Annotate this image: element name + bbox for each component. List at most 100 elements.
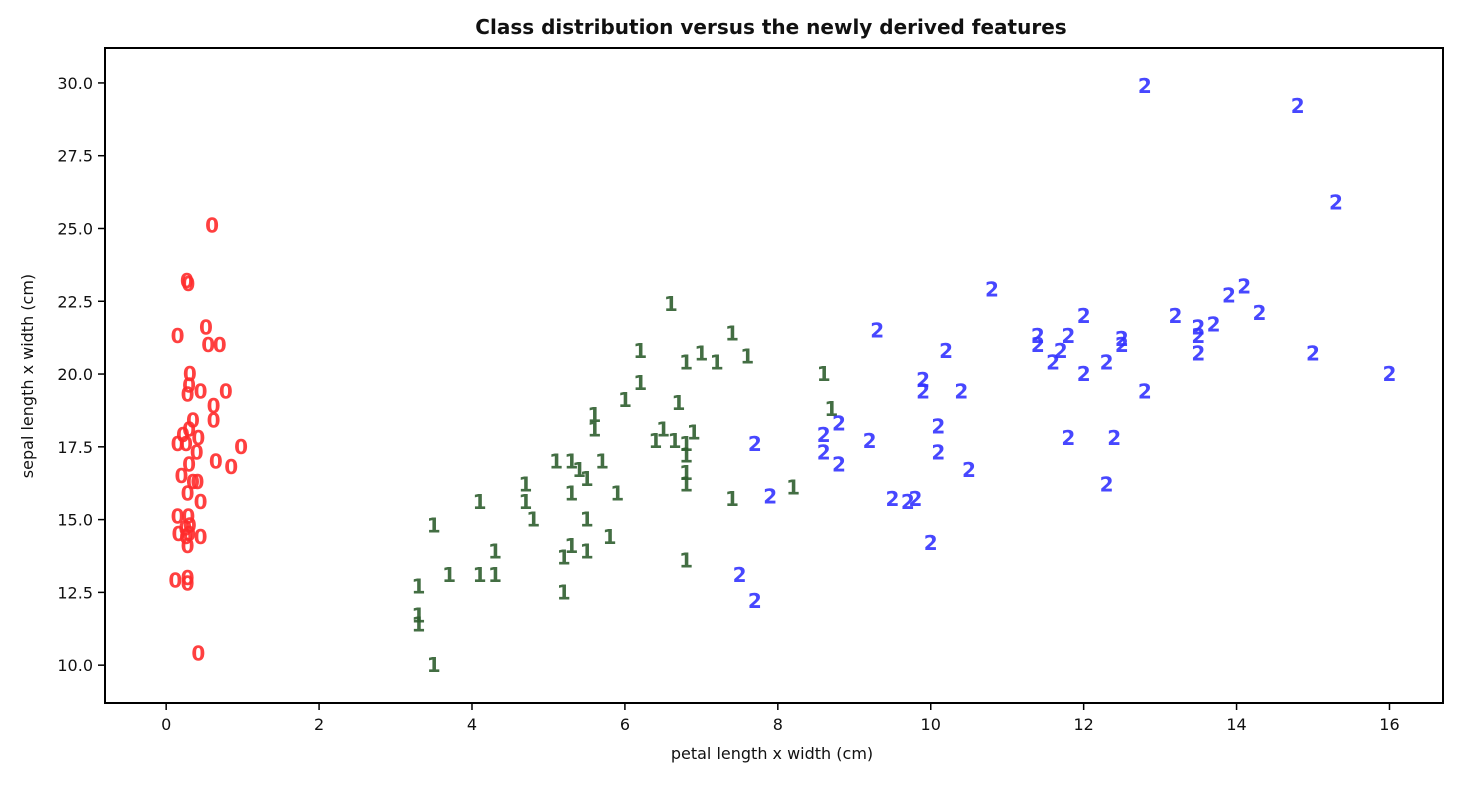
data-point-class-1: 1 bbox=[664, 292, 678, 316]
data-point-class-1: 1 bbox=[442, 563, 456, 587]
data-point-class-1: 1 bbox=[817, 362, 831, 386]
data-point-class-1: 1 bbox=[725, 487, 739, 511]
data-point-class-2: 2 bbox=[1191, 342, 1205, 366]
y-tick-label: 10.0 bbox=[57, 656, 93, 675]
data-point-class-2: 2 bbox=[901, 490, 915, 514]
x-tick-label: 2 bbox=[314, 715, 324, 734]
data-point-class-1: 1 bbox=[587, 417, 601, 441]
data-point-class-1: 1 bbox=[595, 449, 609, 473]
data-point-class-0: 0 bbox=[171, 324, 185, 348]
data-point-class-2: 2 bbox=[916, 380, 930, 404]
data-point-class-0: 0 bbox=[181, 481, 195, 505]
data-point-class-2: 2 bbox=[817, 423, 831, 447]
data-point-class-1: 1 bbox=[668, 429, 682, 453]
data-point-class-0: 0 bbox=[171, 505, 185, 529]
data-point-class-2: 2 bbox=[1383, 362, 1397, 386]
data-point-class-2: 2 bbox=[1115, 333, 1129, 357]
data-point-class-1: 1 bbox=[603, 525, 617, 549]
data-point-class-0: 0 bbox=[219, 380, 233, 404]
data-point-class-2: 2 bbox=[748, 589, 762, 613]
data-point-class-2: 2 bbox=[1168, 304, 1182, 328]
y-tick-label: 25.0 bbox=[57, 219, 93, 238]
data-point-class-2: 2 bbox=[1329, 190, 1343, 214]
data-point-class-1: 1 bbox=[412, 612, 426, 636]
data-point-class-1: 1 bbox=[587, 403, 601, 427]
x-tick-label: 16 bbox=[1379, 715, 1399, 734]
y-tick-label: 12.5 bbox=[57, 583, 93, 602]
plot-frame bbox=[104, 47, 1444, 704]
data-point-class-0: 0 bbox=[191, 426, 205, 450]
data-point-class-0: 0 bbox=[179, 432, 193, 456]
data-point-class-1: 1 bbox=[618, 388, 632, 412]
data-point-class-1: 1 bbox=[488, 563, 502, 587]
data-point-class-2: 2 bbox=[817, 441, 831, 465]
data-point-class-1: 1 bbox=[694, 342, 708, 366]
data-point-class-1: 1 bbox=[679, 461, 693, 485]
data-point-class-0: 0 bbox=[201, 333, 215, 357]
data-point-class-2: 2 bbox=[1306, 342, 1320, 366]
data-point-class-0: 0 bbox=[178, 516, 192, 540]
data-point-class-1: 1 bbox=[671, 391, 685, 415]
data-point-class-2: 2 bbox=[908, 487, 922, 511]
data-point-class-1: 1 bbox=[427, 513, 441, 537]
data-point-class-0: 0 bbox=[190, 441, 204, 465]
data-point-class-2: 2 bbox=[886, 487, 900, 511]
data-point-class-2: 2 bbox=[916, 368, 930, 392]
data-point-class-2: 2 bbox=[1207, 313, 1221, 337]
data-point-class-0: 0 bbox=[199, 315, 213, 339]
data-point-class-1: 1 bbox=[649, 429, 663, 453]
data-point-class-1: 1 bbox=[564, 534, 578, 558]
data-point-class-0: 0 bbox=[209, 449, 223, 473]
data-point-class-0: 0 bbox=[186, 409, 200, 433]
x-tick-label: 0 bbox=[161, 715, 171, 734]
data-point-class-2: 2 bbox=[939, 339, 953, 363]
data-point-class-1: 1 bbox=[549, 449, 563, 473]
data-point-class-1: 1 bbox=[557, 580, 571, 604]
y-tick-label: 15.0 bbox=[57, 511, 93, 530]
data-point-class-1: 1 bbox=[679, 350, 693, 374]
data-point-class-0: 0 bbox=[179, 525, 193, 549]
data-point-class-2: 2 bbox=[748, 432, 762, 456]
data-point-class-1: 1 bbox=[786, 476, 800, 500]
data-point-class-1: 1 bbox=[580, 508, 594, 532]
data-point-class-0: 0 bbox=[168, 569, 182, 593]
data-point-class-0: 0 bbox=[182, 452, 196, 476]
data-point-class-0: 0 bbox=[191, 470, 205, 494]
data-point-class-0: 0 bbox=[205, 214, 219, 238]
data-point-class-0: 0 bbox=[182, 522, 196, 546]
data-point-class-1: 1 bbox=[824, 397, 838, 421]
data-point-class-1: 1 bbox=[610, 481, 624, 505]
data-point-class-2: 2 bbox=[832, 452, 846, 476]
data-point-class-1: 1 bbox=[473, 563, 487, 587]
data-point-class-2: 2 bbox=[962, 458, 976, 482]
data-point-class-1: 1 bbox=[580, 467, 594, 491]
data-point-class-2: 2 bbox=[832, 412, 846, 436]
data-point-class-2: 2 bbox=[1100, 473, 1114, 497]
data-point-class-1: 1 bbox=[427, 653, 441, 677]
data-point-class-1: 1 bbox=[526, 508, 540, 532]
data-point-class-1: 1 bbox=[679, 432, 693, 456]
x-axis-label: petal length x width (cm) bbox=[671, 744, 873, 763]
data-point-class-1: 1 bbox=[679, 444, 693, 468]
data-point-class-0: 0 bbox=[234, 435, 248, 459]
data-point-class-2: 2 bbox=[1061, 426, 1075, 450]
data-point-class-2: 2 bbox=[1054, 339, 1068, 363]
data-point-class-2: 2 bbox=[931, 441, 945, 465]
x-tick-label: 4 bbox=[467, 715, 477, 734]
data-point-class-1: 1 bbox=[710, 350, 724, 374]
data-point-class-0: 0 bbox=[191, 642, 205, 666]
data-point-class-2: 2 bbox=[1138, 380, 1152, 404]
data-point-class-1: 1 bbox=[633, 371, 647, 395]
data-point-class-2: 2 bbox=[1107, 426, 1121, 450]
data-point-class-0: 0 bbox=[181, 505, 195, 529]
data-point-class-1: 1 bbox=[473, 490, 487, 514]
data-point-class-2: 2 bbox=[1046, 350, 1060, 374]
data-point-class-2: 2 bbox=[931, 414, 945, 438]
data-point-class-0: 0 bbox=[181, 566, 195, 590]
data-point-class-0: 0 bbox=[183, 362, 197, 386]
data-point-class-2: 2 bbox=[870, 318, 884, 342]
data-point-class-0: 0 bbox=[171, 432, 185, 456]
data-point-class-1: 1 bbox=[412, 604, 426, 628]
y-tick-label: 20.0 bbox=[57, 365, 93, 384]
